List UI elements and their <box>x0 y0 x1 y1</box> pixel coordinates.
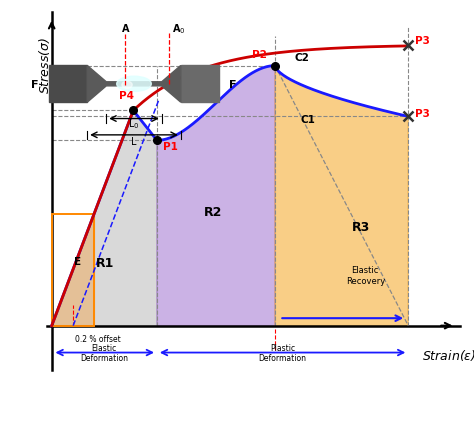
Text: R1: R1 <box>96 256 115 269</box>
Text: P4: P4 <box>119 91 134 101</box>
Text: C2: C2 <box>294 52 309 63</box>
Polygon shape <box>52 111 157 326</box>
Text: Elastic
Recovery: Elastic Recovery <box>346 265 385 285</box>
Text: Plastic
Deformation: Plastic Deformation <box>259 343 307 362</box>
Text: R2: R2 <box>204 206 222 219</box>
Polygon shape <box>275 66 408 326</box>
Text: P1: P1 <box>164 142 178 152</box>
Text: P2: P2 <box>252 49 266 60</box>
Text: 0.2 % offset: 0.2 % offset <box>75 334 121 343</box>
Text: Strain($\varepsilon$): Strain($\varepsilon$) <box>422 347 474 362</box>
Text: C1: C1 <box>301 115 316 125</box>
Polygon shape <box>157 66 275 326</box>
Text: P3: P3 <box>415 109 429 119</box>
Text: Elastic
Deformation: Elastic Deformation <box>80 343 128 362</box>
Text: E: E <box>73 256 81 267</box>
Polygon shape <box>52 214 94 326</box>
Text: P3: P3 <box>415 36 429 46</box>
Text: Stress($\sigma$): Stress($\sigma$) <box>36 37 52 94</box>
Bar <box>52 214 94 326</box>
Text: R3: R3 <box>352 221 370 233</box>
